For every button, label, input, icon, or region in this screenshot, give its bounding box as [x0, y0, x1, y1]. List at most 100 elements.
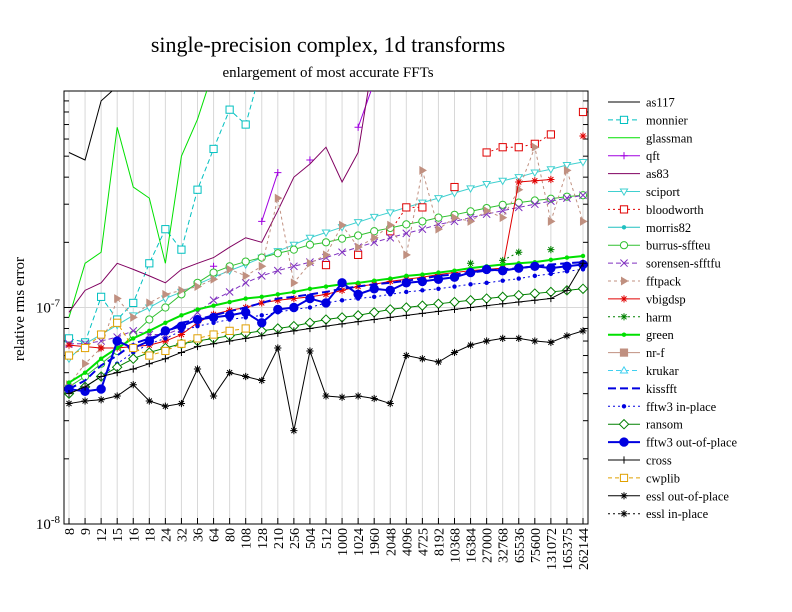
data-point	[563, 332, 571, 340]
data-point	[161, 402, 169, 410]
data-point	[513, 289, 525, 301]
data-point	[147, 328, 152, 334]
x-tick-label: 504	[304, 528, 319, 549]
data-point	[386, 277, 394, 285]
legend-label: essl out-of-place	[646, 489, 729, 503]
data-point	[338, 320, 346, 328]
series-1	[64, 91, 256, 347]
x-tick-label: 65536	[513, 528, 528, 563]
data-point	[64, 351, 74, 360]
data-point	[433, 195, 443, 203]
data-point	[226, 369, 234, 377]
data-point	[306, 347, 314, 355]
data-point	[321, 298, 331, 308]
data-point	[306, 156, 314, 164]
x-tick-label: 16384	[465, 528, 480, 563]
x-tick-label: 15	[111, 528, 126, 542]
legend-label: as83	[646, 167, 669, 181]
data-point	[258, 261, 267, 271]
data-point	[65, 390, 73, 398]
data-point	[531, 142, 540, 152]
data-point	[354, 318, 362, 326]
legend-marker	[619, 473, 629, 482]
legend-label: krukar	[646, 364, 679, 378]
data-point	[481, 264, 492, 275]
series-13	[66, 253, 586, 385]
data-point	[114, 294, 122, 304]
legend-entry: as83	[608, 167, 669, 181]
x-tick-label: 12	[95, 528, 110, 542]
x-tick-label: 8192	[432, 528, 447, 556]
data-point	[499, 213, 508, 223]
data-point	[112, 336, 122, 346]
data-point	[210, 274, 219, 284]
x-tick-label: 210	[272, 528, 287, 549]
data-point	[227, 299, 232, 305]
data-point	[81, 397, 89, 405]
data-point	[129, 343, 138, 353]
data-point	[579, 216, 588, 226]
data-point	[257, 271, 266, 280]
data-point	[273, 249, 282, 258]
data-point	[323, 284, 329, 289]
data-point	[564, 255, 570, 260]
data-point	[113, 318, 122, 327]
data-point	[177, 330, 186, 339]
legend-entry: bloodworth	[608, 203, 704, 217]
data-point	[484, 280, 489, 286]
data-point	[225, 105, 234, 114]
data-point	[370, 394, 378, 403]
legend-marker	[621, 332, 627, 337]
data-point	[368, 307, 380, 318]
data-point	[498, 143, 507, 152]
data-point	[547, 246, 555, 254]
legend-marker	[620, 510, 628, 518]
legend-entry: harm	[608, 310, 672, 324]
legend-entry: burrus-sfftеu	[608, 239, 711, 253]
data-point	[225, 287, 234, 296]
data-point	[193, 365, 202, 373]
data-point	[547, 175, 555, 184]
data-point	[547, 216, 556, 226]
data-point	[497, 265, 508, 276]
data-point	[579, 132, 587, 140]
data-point	[482, 148, 491, 157]
data-point	[305, 234, 315, 243]
x-tick-label: 1960	[368, 528, 383, 556]
data-point	[385, 285, 395, 296]
data-point	[113, 369, 121, 377]
data-point	[161, 346, 170, 356]
chart-title: single-precision complex, 1d transforms	[151, 32, 505, 57]
data-point	[339, 220, 347, 230]
legend-marker	[620, 313, 628, 321]
data-point	[483, 206, 492, 216]
legend-entry: green	[608, 328, 675, 342]
data-point	[465, 267, 476, 278]
series-line	[68, 91, 113, 161]
data-point	[579, 327, 587, 335]
data-point	[385, 209, 395, 217]
data-point	[273, 266, 282, 275]
data-point	[514, 174, 524, 182]
data-point	[209, 392, 218, 400]
data-point	[370, 315, 378, 324]
data-point	[127, 353, 139, 365]
legend-entry: glassman	[608, 131, 693, 145]
legend-label: ransom	[646, 418, 683, 432]
data-point	[209, 340, 218, 348]
data-point	[387, 220, 395, 230]
data-point	[321, 238, 331, 247]
legend-marker	[619, 365, 629, 374]
data-point	[274, 168, 282, 177]
data-point	[178, 285, 187, 295]
x-tick-label: 32768	[497, 528, 512, 563]
data-point	[274, 344, 282, 352]
data-point	[418, 355, 426, 363]
legend-label: fftpack	[646, 275, 682, 289]
data-point	[547, 338, 555, 346]
data-point	[177, 348, 186, 357]
data-point	[404, 289, 409, 295]
data-point	[417, 276, 428, 287]
data-point	[289, 241, 299, 250]
x-tick-label: 9	[79, 528, 94, 535]
